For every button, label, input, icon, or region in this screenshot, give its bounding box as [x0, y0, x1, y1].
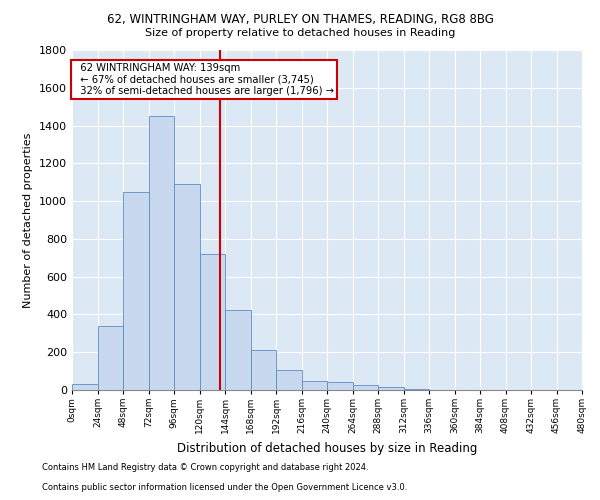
Bar [174, 184, 199, 390]
Bar [302, 380, 327, 390]
Text: 62, WINTRINGHAM WAY, PURLEY ON THAMES, READING, RG8 8BG: 62, WINTRINGHAM WAY, PURLEY ON THAMES, R… [107, 12, 493, 26]
Bar [97, 326, 123, 390]
Bar [149, 116, 174, 390]
Bar [225, 310, 251, 390]
Text: Size of property relative to detached houses in Reading: Size of property relative to detached ho… [145, 28, 455, 38]
Bar [327, 382, 353, 390]
Bar [353, 386, 378, 390]
Bar [199, 254, 225, 390]
Text: Contains HM Land Registry data © Crown copyright and database right 2024.: Contains HM Land Registry data © Crown c… [42, 464, 368, 472]
X-axis label: Distribution of detached houses by size in Reading: Distribution of detached houses by size … [177, 442, 477, 454]
Text: Contains public sector information licensed under the Open Government Licence v3: Contains public sector information licen… [42, 484, 407, 492]
Bar [251, 350, 276, 390]
Bar [276, 370, 302, 390]
Bar [404, 389, 429, 390]
Text: 62 WINTRINGHAM WAY: 139sqm
  ← 67% of detached houses are smaller (3,745)
  32% : 62 WINTRINGHAM WAY: 139sqm ← 67% of deta… [74, 63, 334, 96]
Bar [72, 384, 97, 390]
Bar [378, 387, 404, 390]
Bar [123, 192, 149, 390]
Y-axis label: Number of detached properties: Number of detached properties [23, 132, 34, 308]
